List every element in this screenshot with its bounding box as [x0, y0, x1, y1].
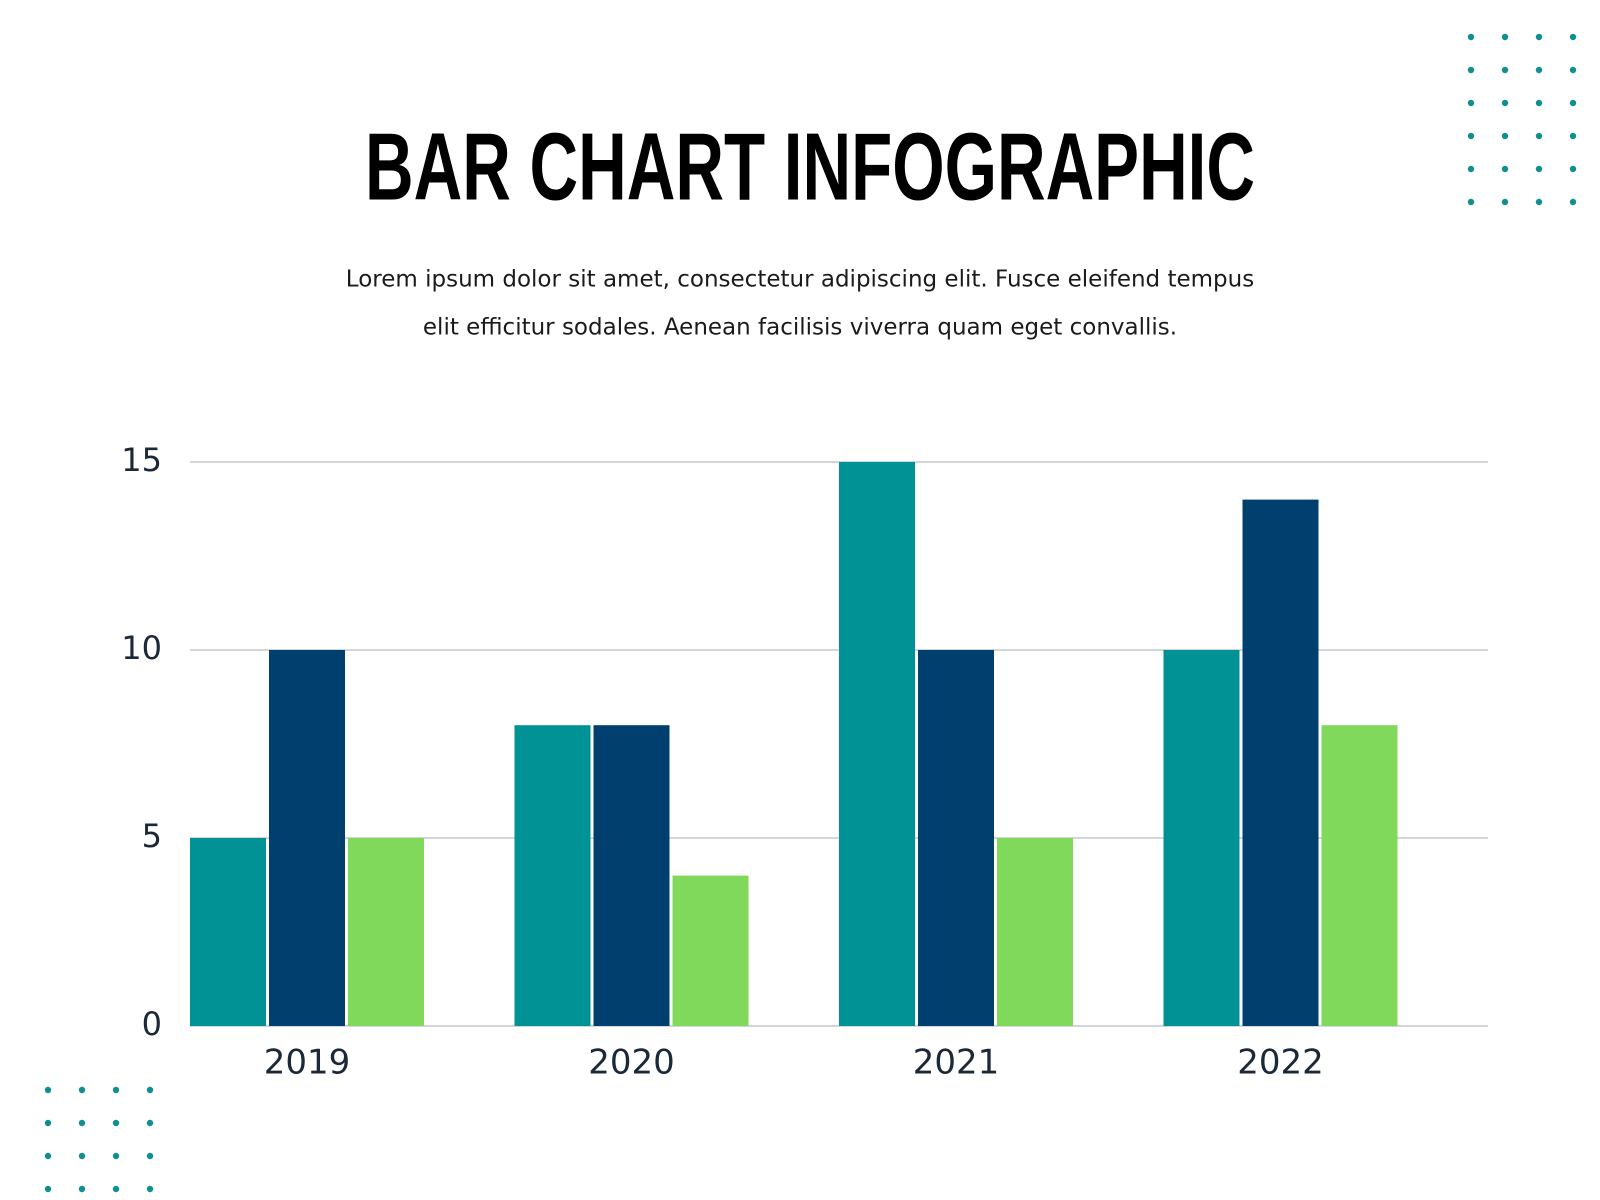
- decor-dot: [112, 1185, 120, 1193]
- decor-dot: [1501, 132, 1509, 140]
- decor-dot: [1501, 99, 1509, 107]
- decor-dot: [1467, 33, 1475, 41]
- decor-dot: [1501, 66, 1509, 74]
- bar: [269, 650, 345, 1026]
- decor-dot: [78, 1086, 86, 1094]
- x-tick-label: 2019: [264, 1043, 351, 1083]
- decor-dot: [1569, 132, 1577, 140]
- x-tick-label: 2021: [913, 1043, 1000, 1083]
- decor-dot: [146, 1086, 154, 1094]
- y-tick-label: 10: [121, 629, 162, 667]
- bar: [1163, 650, 1240, 1026]
- x-tick-label: 2022: [1237, 1043, 1324, 1083]
- decor-dot: [1535, 165, 1543, 173]
- decor-dot: [112, 1152, 120, 1160]
- bar: [997, 838, 1073, 1026]
- decor-dot: [78, 1185, 86, 1193]
- decor-dot: [146, 1119, 154, 1127]
- x-tick-label: 2020: [588, 1043, 675, 1083]
- y-tick-label: 5: [142, 817, 162, 855]
- decor-dot: [1535, 66, 1543, 74]
- bar: [348, 838, 424, 1026]
- decor-dot: [78, 1119, 86, 1127]
- decor-dot: [1467, 132, 1475, 140]
- decor-dot: [1501, 33, 1509, 41]
- decor-dot: [112, 1119, 120, 1127]
- decor-dot: [1535, 198, 1543, 206]
- decor-dot: [1467, 198, 1475, 206]
- decor-dot: [1467, 165, 1475, 173]
- bar: [1321, 725, 1398, 1026]
- decor-dot: [1569, 198, 1577, 206]
- bar: [918, 650, 994, 1026]
- decor-dot: [44, 1119, 52, 1127]
- y-tick-label: 15: [121, 441, 162, 479]
- decor-dot: [44, 1185, 52, 1193]
- decor-dot: [1535, 132, 1543, 140]
- y-tick-label: 0: [142, 1005, 162, 1043]
- bar: [1242, 499, 1319, 1027]
- decor-dot: [78, 1152, 86, 1160]
- decor-dot: [1535, 99, 1543, 107]
- bar: [672, 875, 749, 1026]
- decor-dot: [146, 1152, 154, 1160]
- subtitle: Lorem ipsum dolor sit amet, consectetur …: [346, 267, 1254, 293]
- decor-dot: [1467, 66, 1475, 74]
- bar: [190, 838, 266, 1026]
- subtitle: elit efficitur sodales. Aenean facilisis…: [423, 315, 1177, 341]
- decor-dot: [112, 1086, 120, 1094]
- bar: [514, 725, 591, 1026]
- decor-dot: [44, 1152, 52, 1160]
- chart-title: BAR CHART INFOGRAPHIC: [365, 113, 1255, 220]
- decor-dot: [1501, 198, 1509, 206]
- decor-dot: [1467, 99, 1475, 107]
- decor-dot: [1569, 66, 1577, 74]
- decor-dot: [1569, 33, 1577, 41]
- decor-dot: [44, 1086, 52, 1094]
- decor-dot: [1501, 165, 1509, 173]
- decor-dot: [146, 1185, 154, 1193]
- decor-dot: [1569, 165, 1577, 173]
- bar: [839, 462, 915, 1026]
- decor-dot: [1569, 99, 1577, 107]
- decor-dot: [1535, 33, 1543, 41]
- bar: [593, 725, 670, 1026]
